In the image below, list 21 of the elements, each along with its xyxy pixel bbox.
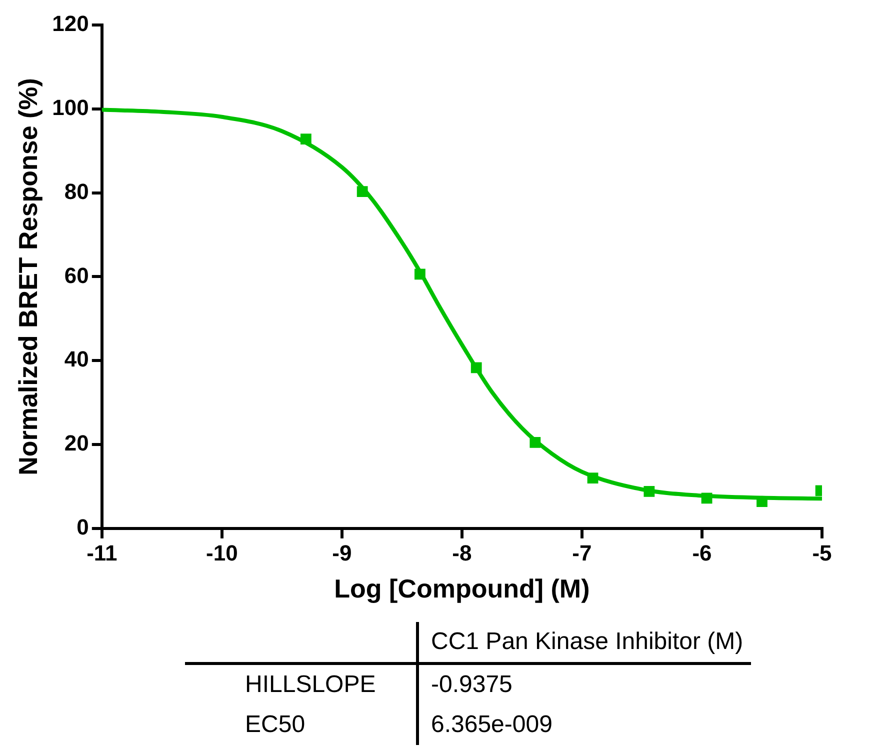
y-tick-label: 120: [52, 11, 89, 36]
y-tick-label: 80: [64, 178, 89, 204]
y-tick-label: 100: [52, 94, 89, 120]
x-tick-label: -6: [692, 540, 712, 566]
text: -0.9375: [430, 670, 514, 700]
x-tick-label: -9: [332, 540, 352, 566]
x-tick-label: -7: [572, 540, 592, 566]
y-tick-label: 60: [64, 262, 89, 288]
text: 6.365e-009: [430, 710, 554, 740]
y-tick-label: 0: [76, 514, 89, 540]
text: HILLSLOPE: [185, 664, 418, 705]
x-tick-label: -11: [86, 540, 118, 566]
y-axis-title: Normalized BRET Response (%): [12, 78, 43, 476]
x-axis-title: Log [Compound] (M): [334, 574, 590, 604]
text: CC1 Pan Kinase Inhibitor (M): [418, 622, 752, 664]
x-tick-label: -8: [452, 540, 472, 566]
y-tick-label: 20: [64, 430, 89, 456]
x-tick-label: -5: [812, 540, 832, 566]
y-tick-label: 40: [64, 346, 89, 372]
x-tick-label: -10: [206, 540, 238, 566]
text: EC50: [185, 705, 418, 745]
